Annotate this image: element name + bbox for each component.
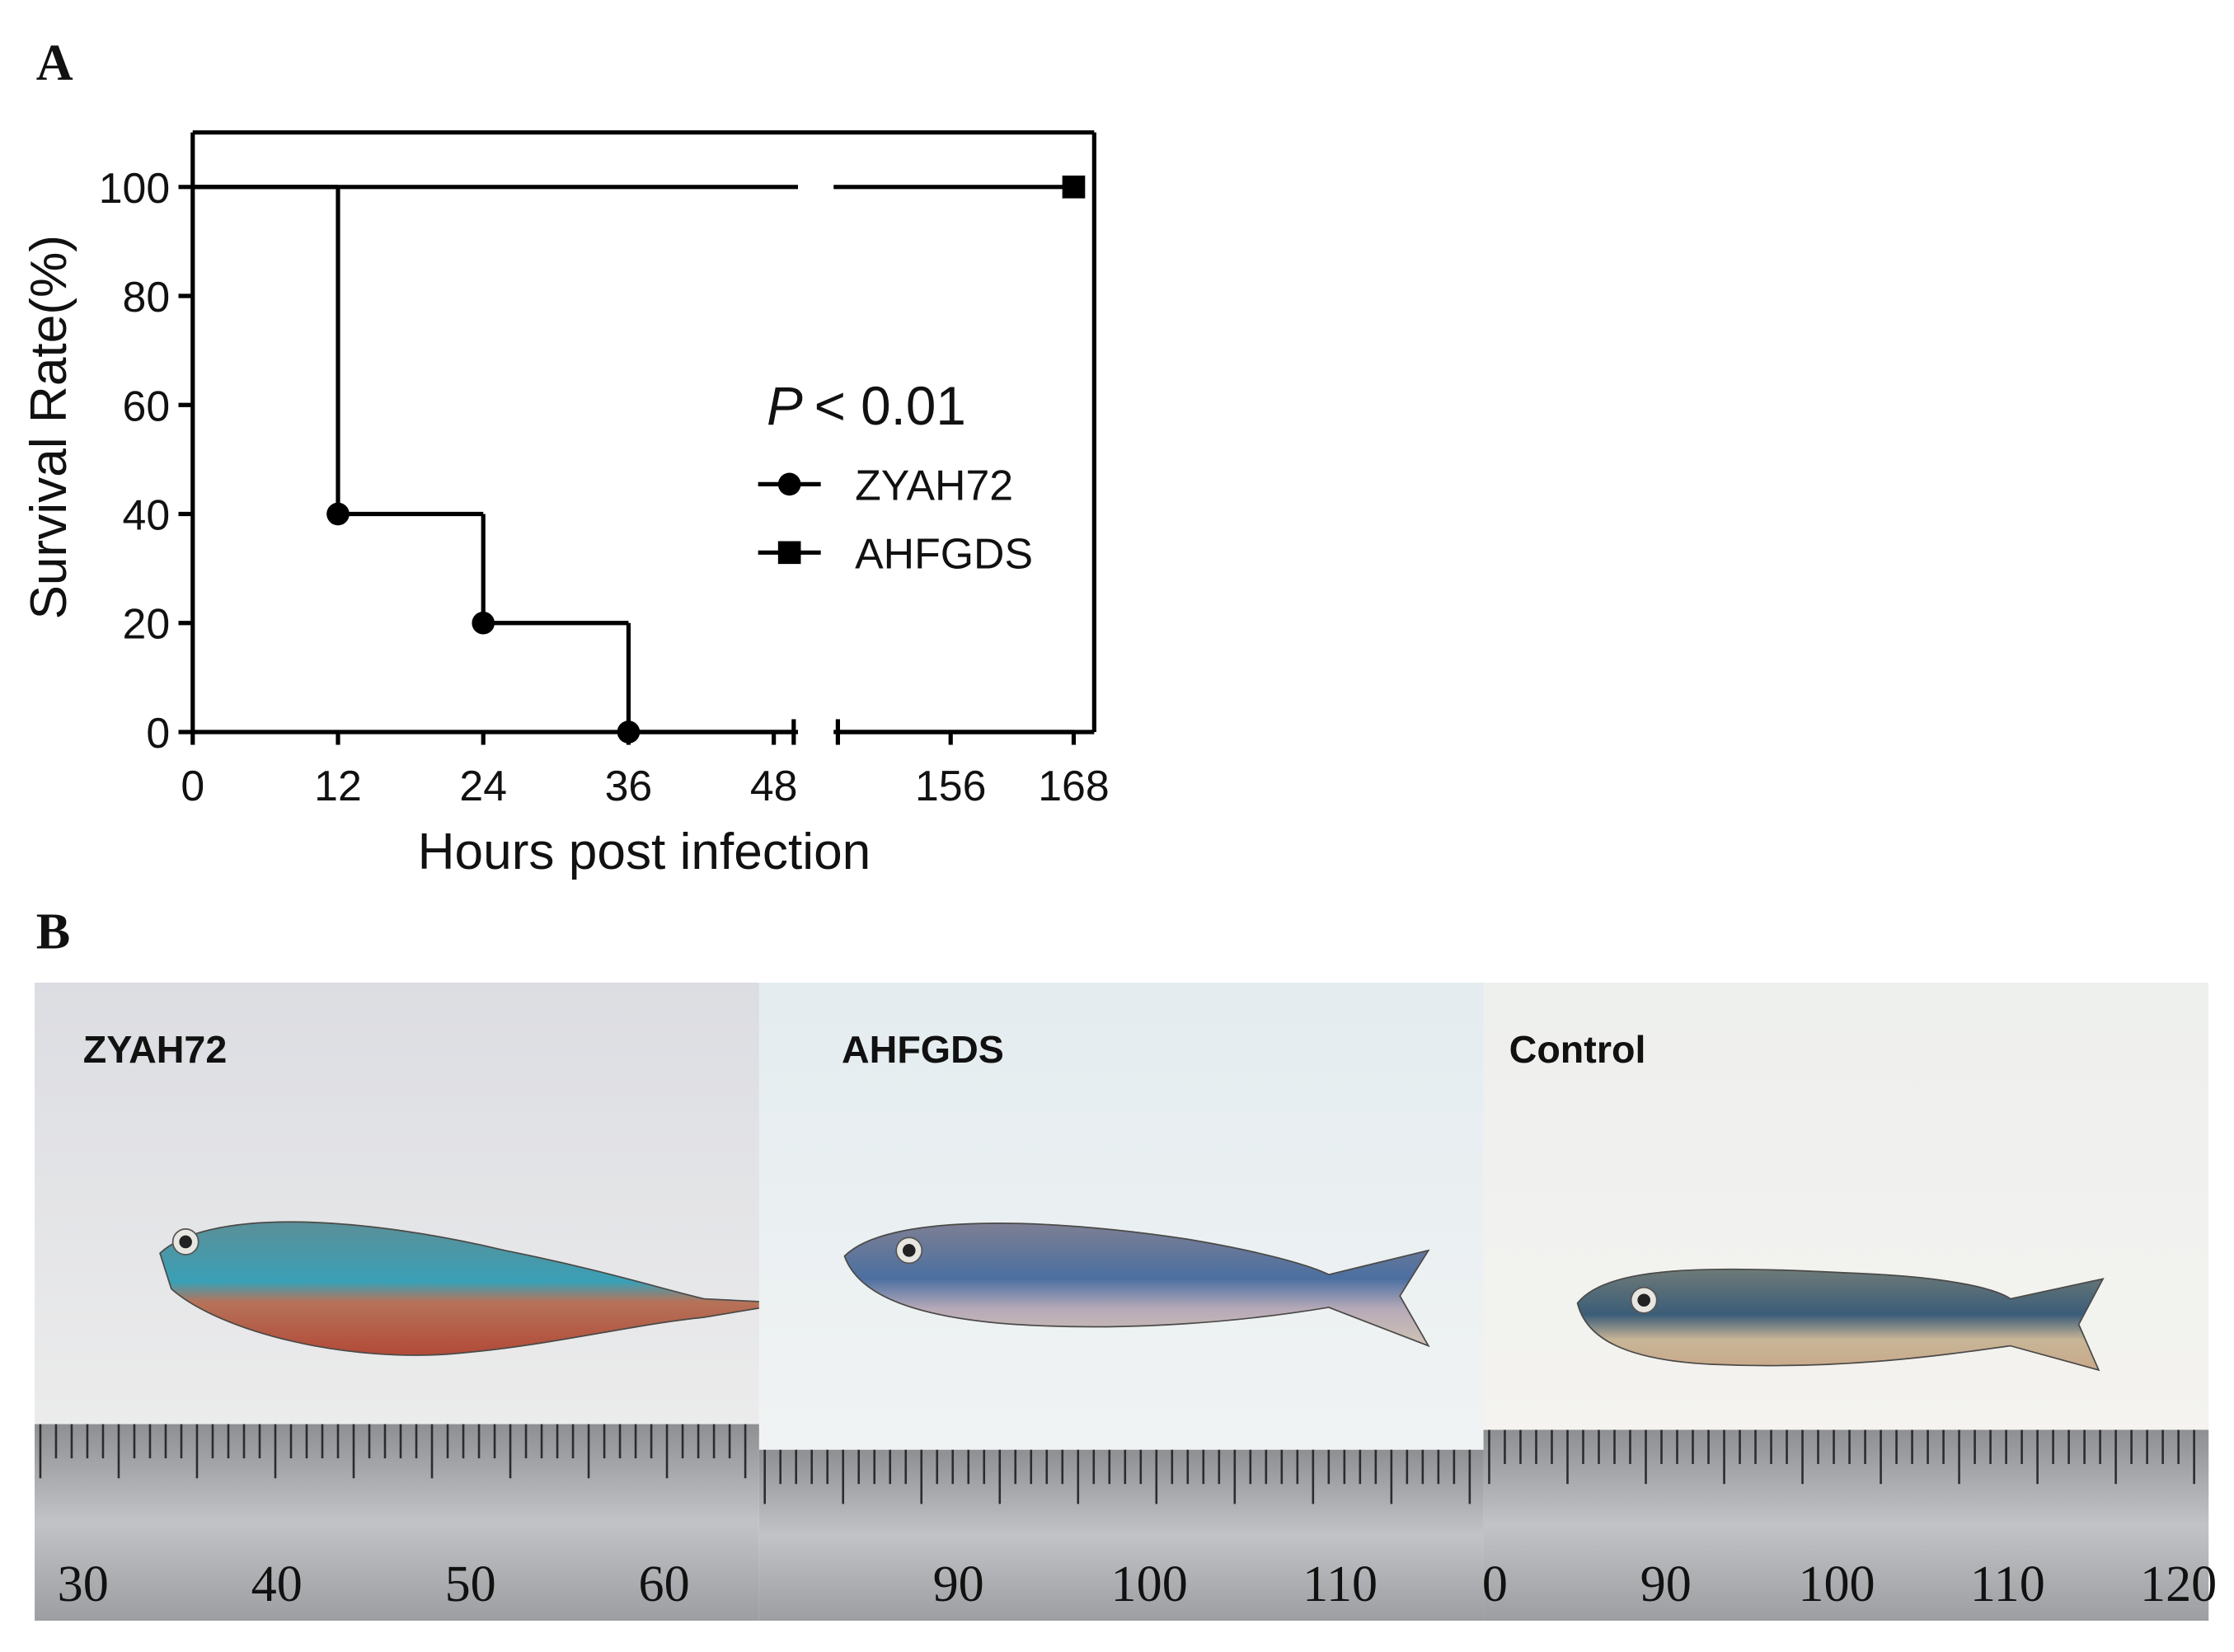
survival-chart: 0 20 40 60 80 100 0 12 24 36 48 156 168 Hours post in… xyxy=(21,130,1110,880)
fish-pupil xyxy=(902,1244,916,1257)
y-tick-label: 60 xyxy=(123,382,171,429)
photo: 90 100 110 AHFGDS xyxy=(758,983,1485,1621)
photo: 30 40 50 60 ZYAH72 xyxy=(35,983,790,1621)
legend-label: AHFGDS xyxy=(855,529,1033,577)
y-tick-label: 80 xyxy=(123,273,171,321)
marker xyxy=(472,611,495,635)
ruler-label: 110 xyxy=(1970,1556,2045,1612)
ruler-label: 50 xyxy=(445,1556,496,1612)
marker xyxy=(326,502,350,526)
x-tick-label: 168 xyxy=(1038,762,1109,810)
p-symbol: P xyxy=(767,376,803,436)
fish-pupil xyxy=(179,1235,192,1249)
photo-label: ZYAH72 xyxy=(83,1028,228,1071)
x-tick-label: 156 xyxy=(915,762,986,810)
ruler-label: 100 xyxy=(1111,1556,1188,1612)
ruler xyxy=(35,1424,760,1621)
photo-label: Control xyxy=(1509,1028,1646,1071)
fish xyxy=(1576,1268,2105,1372)
ruler-label: 110 xyxy=(1302,1556,1377,1612)
ruler-label: 100 xyxy=(1798,1556,1875,1612)
legend-marker xyxy=(777,541,801,565)
legend-label: ZYAH72 xyxy=(855,461,1013,509)
y-tick-label: 20 xyxy=(123,600,171,648)
ruler-label: 40 xyxy=(251,1556,303,1612)
x-tick-label: 0 xyxy=(181,762,204,810)
ruler-label: 60 xyxy=(639,1556,690,1612)
ruler-label: 90 xyxy=(1640,1556,1692,1612)
x-axis-title: Hours post infection xyxy=(418,824,871,880)
ruler-label: 90 xyxy=(933,1556,984,1612)
ruler-label: 0 xyxy=(1482,1556,1508,1612)
photo-label: AHFGDS xyxy=(842,1028,1004,1071)
p-text: < 0.01 xyxy=(814,376,966,436)
fish xyxy=(843,1223,1430,1348)
x-tick-label: 12 xyxy=(314,762,362,810)
ruler-label: 120 xyxy=(2140,1556,2217,1612)
fish-pupil xyxy=(1637,1293,1650,1307)
ruler xyxy=(1483,1429,2209,1621)
y-tick-label: 40 xyxy=(123,491,171,539)
legend-marker xyxy=(777,472,801,496)
y-tick-label: 100 xyxy=(99,164,170,212)
panel-label: A xyxy=(36,35,73,92)
p-value: P < 0.01 xyxy=(767,376,966,436)
x-tick-label: 24 xyxy=(459,762,507,810)
y-tick-label: 0 xyxy=(146,709,170,757)
marker xyxy=(617,720,641,744)
fish xyxy=(159,1221,790,1356)
x-tick-label: 36 xyxy=(605,762,653,810)
y-axis-title: Survival Rate(%) xyxy=(21,235,77,620)
panel-label: B xyxy=(36,904,70,960)
marker xyxy=(1062,175,1086,199)
ruler-label: 30 xyxy=(58,1556,109,1612)
ruler xyxy=(758,1449,1485,1621)
x-tick-label: 48 xyxy=(750,762,798,810)
photo: 0 90 100 110 120 Control xyxy=(1482,983,2217,1621)
photo-panel: 30 40 50 60 ZYAH72 90 100 110 AHFGDS 0 90 100 110 120… xyxy=(35,983,2217,1621)
